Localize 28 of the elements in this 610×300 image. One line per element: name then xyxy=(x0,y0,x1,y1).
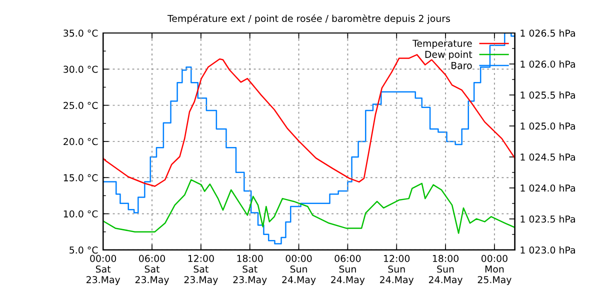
legend-label: Temperature xyxy=(412,40,472,49)
legend-label: Dew point xyxy=(425,50,472,60)
y2-tick-label: 1 023.5 hPa xyxy=(520,215,575,223)
x-tick-label: 18:00 Sat 23.May xyxy=(233,254,267,286)
x-tick-label: 00:00 Mon 25.May xyxy=(478,254,512,286)
x-tick-label: 18:00 Sun 24.May xyxy=(428,254,463,286)
x-tick-label: 12:00 Sun 24.May xyxy=(380,254,414,286)
y-tick-label: 20.0 °C xyxy=(64,138,98,146)
y2-tick-label: 1 025.0 hPa xyxy=(520,122,575,130)
y2-tick-label: 1 023.0 hPa xyxy=(520,246,575,254)
y2-tick-label: 1 024.5 hPa xyxy=(520,153,575,161)
x-tick-label: 00:00 Sat 23.May xyxy=(86,254,120,286)
y2-tick-label: 1 026.5 hPa xyxy=(520,29,575,37)
y-tick-label: 30.0 °C xyxy=(64,66,98,73)
y2-tick-label: 1 026.0 hPa xyxy=(520,60,575,68)
x-tick-label: 06:00 Sat 23.May xyxy=(135,254,169,286)
chart-title: Température ext / point de rosée / baromètre depuis 2 jours xyxy=(167,14,450,24)
y-tick-label: 10.0 °C xyxy=(64,210,98,218)
y-tick-label: 25.0 °C xyxy=(64,102,98,110)
y2-tick-label: 1 024.0 hPa xyxy=(520,184,575,192)
y2-tick-label: 1 025.5 hPa xyxy=(520,91,575,99)
legend-label: Baro xyxy=(452,62,472,69)
y-tick-label: 15.0 °C xyxy=(64,174,98,182)
x-tick-label: 06:00 Sun 24.May xyxy=(331,254,365,286)
y-tick-label: 35.0 °C xyxy=(64,30,98,37)
x-tick-label: 12:00 Sat 23.May xyxy=(184,254,218,286)
y-tick-label: 5.0 °C xyxy=(70,246,98,254)
x-tick-label: 00:00 Sun 24.May xyxy=(282,254,316,286)
